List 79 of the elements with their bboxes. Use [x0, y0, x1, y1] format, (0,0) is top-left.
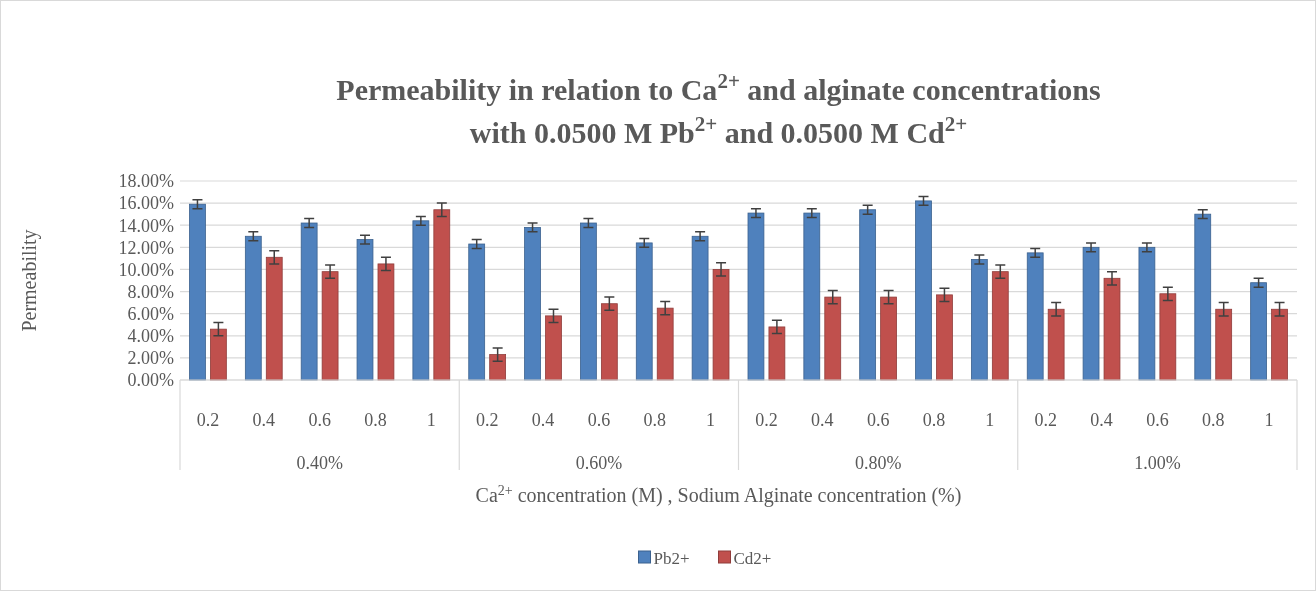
bar [433, 209, 451, 381]
bar [468, 243, 486, 381]
bar [1082, 246, 1100, 381]
bar [1250, 282, 1267, 381]
bar [524, 227, 541, 381]
bar [1047, 308, 1065, 381]
bar [377, 263, 395, 381]
bar [580, 222, 597, 381]
bar [545, 315, 562, 381]
bar [321, 271, 339, 381]
bar [1138, 246, 1156, 381]
bar [1026, 252, 1044, 381]
bar [970, 259, 988, 381]
x-tick-label: 0.8 [1201, 410, 1225, 431]
bar [880, 296, 897, 381]
y-tick-label: 16.00% [118, 193, 174, 214]
x-axis-title: Ca$^{2+}$ concentration (M) , Sodium Alginate concentration (%) [475, 482, 962, 507]
bar [244, 235, 262, 381]
bar [356, 239, 374, 381]
x-tick-label: 0.6 [587, 410, 611, 431]
x-tick-label: 0.4 [811, 410, 834, 431]
y-tick-label: 0.00% [127, 370, 174, 391]
y-tick-label: 14.00% [118, 215, 174, 236]
bar [768, 326, 786, 381]
bar [300, 222, 318, 381]
x-tick-label: 0.4 [531, 410, 555, 431]
y-tick-label: 10.00% [118, 259, 174, 280]
x-tick-label: 0.4 [252, 410, 276, 431]
x-tick-label: 0.2 [475, 410, 499, 431]
bar [747, 212, 765, 381]
bar [859, 209, 877, 381]
x-tick-label: 1 [706, 410, 716, 431]
y-tick-label: 4.00% [127, 326, 174, 347]
bar [712, 269, 730, 381]
legend-label: Cd2+ [733, 548, 772, 568]
x-tick-label: 0.2 [1034, 410, 1057, 431]
bar [691, 235, 709, 381]
text: 1.00% [1134, 453, 1181, 474]
bar [803, 212, 821, 381]
bar [210, 328, 227, 381]
x-tick-label: 0.6 [866, 410, 890, 431]
bar [1215, 308, 1233, 381]
bar [915, 200, 932, 381]
chart-title: Permeability in relation to Ca$^{2+}$ and alginate concentrations with 0.0500 M Pb$^{2+}$ and 0.0500 M Cd$^{2+}$ [336, 69, 1101, 149]
x-tick-label: 0.4 [1090, 410, 1113, 431]
bar [656, 307, 674, 381]
text: 0.80% [854, 453, 902, 474]
x-tick-label: 0.8 [643, 410, 666, 431]
bar [1103, 277, 1121, 381]
bar [635, 242, 653, 381]
x-tick-label: 1 [985, 410, 995, 431]
bar [189, 203, 206, 381]
bar [824, 296, 842, 381]
y-tick-label: 6.00% [127, 303, 174, 324]
bar [600, 303, 618, 381]
x-tick-label: 0.8 [364, 410, 387, 431]
x-tick-label: 0.8 [922, 410, 946, 431]
bar [489, 354, 507, 381]
text: 0.60% [575, 453, 623, 474]
bar [1159, 293, 1177, 381]
x-tick-label: 0.6 [308, 410, 331, 431]
y-tick-label: 2.00% [127, 348, 174, 369]
bar [1194, 213, 1212, 381]
y-axis-title: Permeability [18, 229, 41, 332]
bar [1271, 308, 1288, 381]
y-tick-label: 12.00% [118, 237, 174, 258]
y-tick-label: 18.00% [118, 171, 174, 192]
x-tick-label: 1 [1264, 410, 1274, 431]
bar [991, 271, 1009, 381]
bar [412, 220, 430, 381]
x-tick-label: 0.2 [196, 410, 220, 431]
x-tick-label: 1 [426, 410, 436, 431]
bar [936, 294, 953, 381]
x-tick-label: 0.6 [1146, 410, 1169, 431]
text: 0.40% [296, 453, 343, 474]
x-tick-label: 0.2 [755, 410, 778, 431]
legend-label: Pb2+ [653, 548, 690, 568]
bar [265, 256, 283, 381]
y-tick-label: 8.00% [127, 281, 174, 302]
